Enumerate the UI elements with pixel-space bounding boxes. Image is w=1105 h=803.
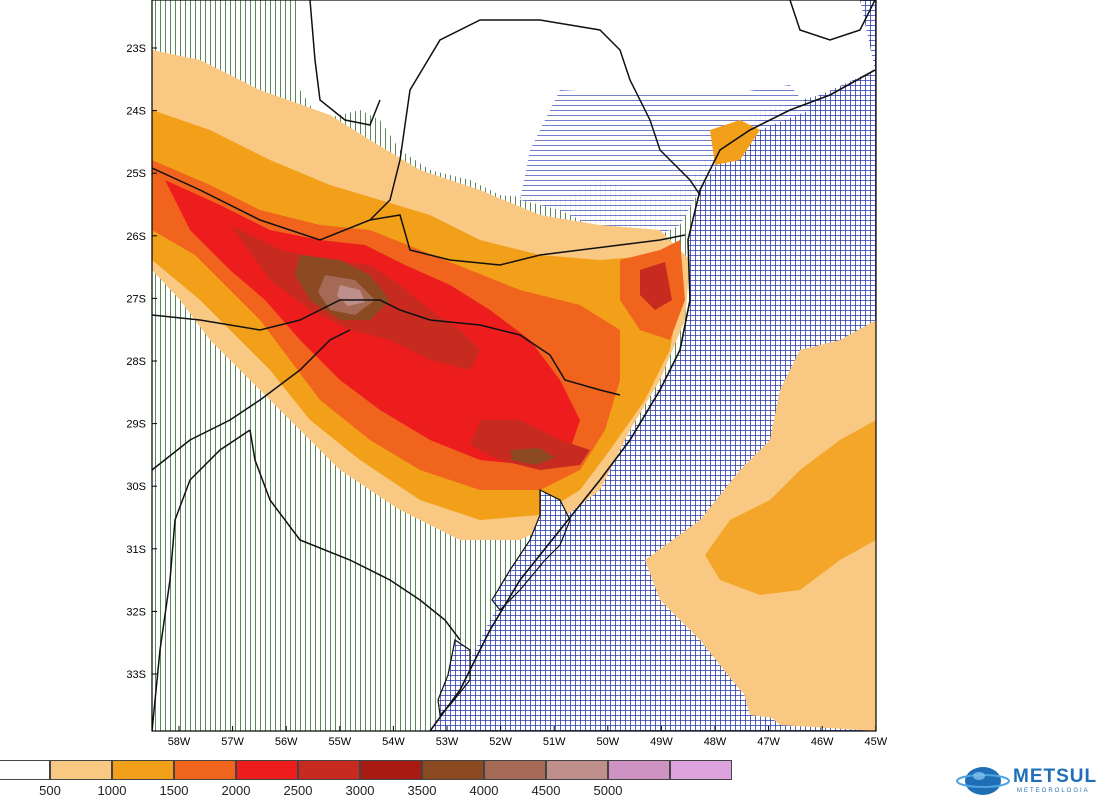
globe-icon [956,767,1010,795]
longitude-tick-label: 45W [864,736,887,748]
band-coastal-dark [640,262,672,310]
legend-label: 500 [39,783,61,798]
longitude-tick-label: 56W [275,736,298,748]
legend-label: 4000 [469,783,499,798]
legend-swatch [298,760,360,780]
latitude-tick-label: 31S [126,544,146,556]
latitude-tick-label: 32S [126,606,146,618]
legend-swatch [236,760,298,780]
legend-swatch [174,760,236,780]
longitude-tick-label: 47W [757,736,780,748]
latitude-tick-label: 23S [126,43,146,55]
latitude-tick-label: 28S [126,356,146,368]
longitude-tick-label: 46W [811,736,834,748]
latitude-tick-label: 30S [126,481,146,493]
longitude-tick-label: 49W [650,736,673,748]
legend-label: 2500 [283,783,313,798]
legend-swatch [608,760,670,780]
band-ocean-500-south [740,680,800,720]
metsul-logo: METSUL METEOROLOGIA [955,764,1098,798]
legend-swatch [50,760,112,780]
longitude-tick-label: 58W [168,736,191,748]
longitude-tick-label: 53W [436,736,459,748]
borders [152,0,876,731]
latitude-tick-label: 27S [126,293,146,305]
latitude-tick-label: 24S [126,106,146,118]
legend-swatch [422,760,484,780]
legend-swatch [546,760,608,780]
legend-label: 3000 [345,783,375,798]
band-ocean-1000 [705,420,876,595]
legend-swatch [0,760,50,780]
longitude-tick-label: 50W [596,736,619,748]
longitude-axis: 58W 57W 56W 55W 54W 53W 52W 51W 50W 49W 48W 47W 46W 4… [168,726,888,748]
legend-swatch [670,760,732,780]
latitude-tick-label: 25S [126,168,146,180]
coastline [429,69,876,731]
brand-subtitle: METEOROLOGIA [1017,788,1090,794]
longitude-tick-label: 51W [543,736,566,748]
longitude-tick-label: 57W [221,736,244,748]
map-layers [152,0,876,731]
legend-label: 2000 [221,783,251,798]
brand-name: METSUL [1013,766,1098,787]
latitude-tick-label: 33S [126,669,146,681]
band-3000 [470,420,590,470]
band-3500-south [510,448,555,465]
latitude-tick-label: 26S [126,231,146,243]
legend-swatch [360,760,422,780]
legend-label: 5000 [593,783,623,798]
latitude-axis: 23S 24S 25S 26S 27S 28S 29S 30S 31S 32S 33S [126,43,157,681]
legend-label: 1000 [97,783,127,798]
latitude-tick-label: 29S [126,419,146,431]
legend-swatch [484,760,546,780]
legend-label: 1500 [159,783,189,798]
legend-label: 4500 [531,783,561,798]
legend-swatch [112,760,174,780]
legend-label: 3500 [407,783,437,798]
longitude-tick-label: 55W [328,736,351,748]
longitude-tick-label: 52W [489,736,512,748]
map-frame [151,0,877,732]
longitude-tick-label: 48W [704,736,727,748]
lagoon [491,489,571,611]
longitude-tick-label: 54W [382,736,405,748]
